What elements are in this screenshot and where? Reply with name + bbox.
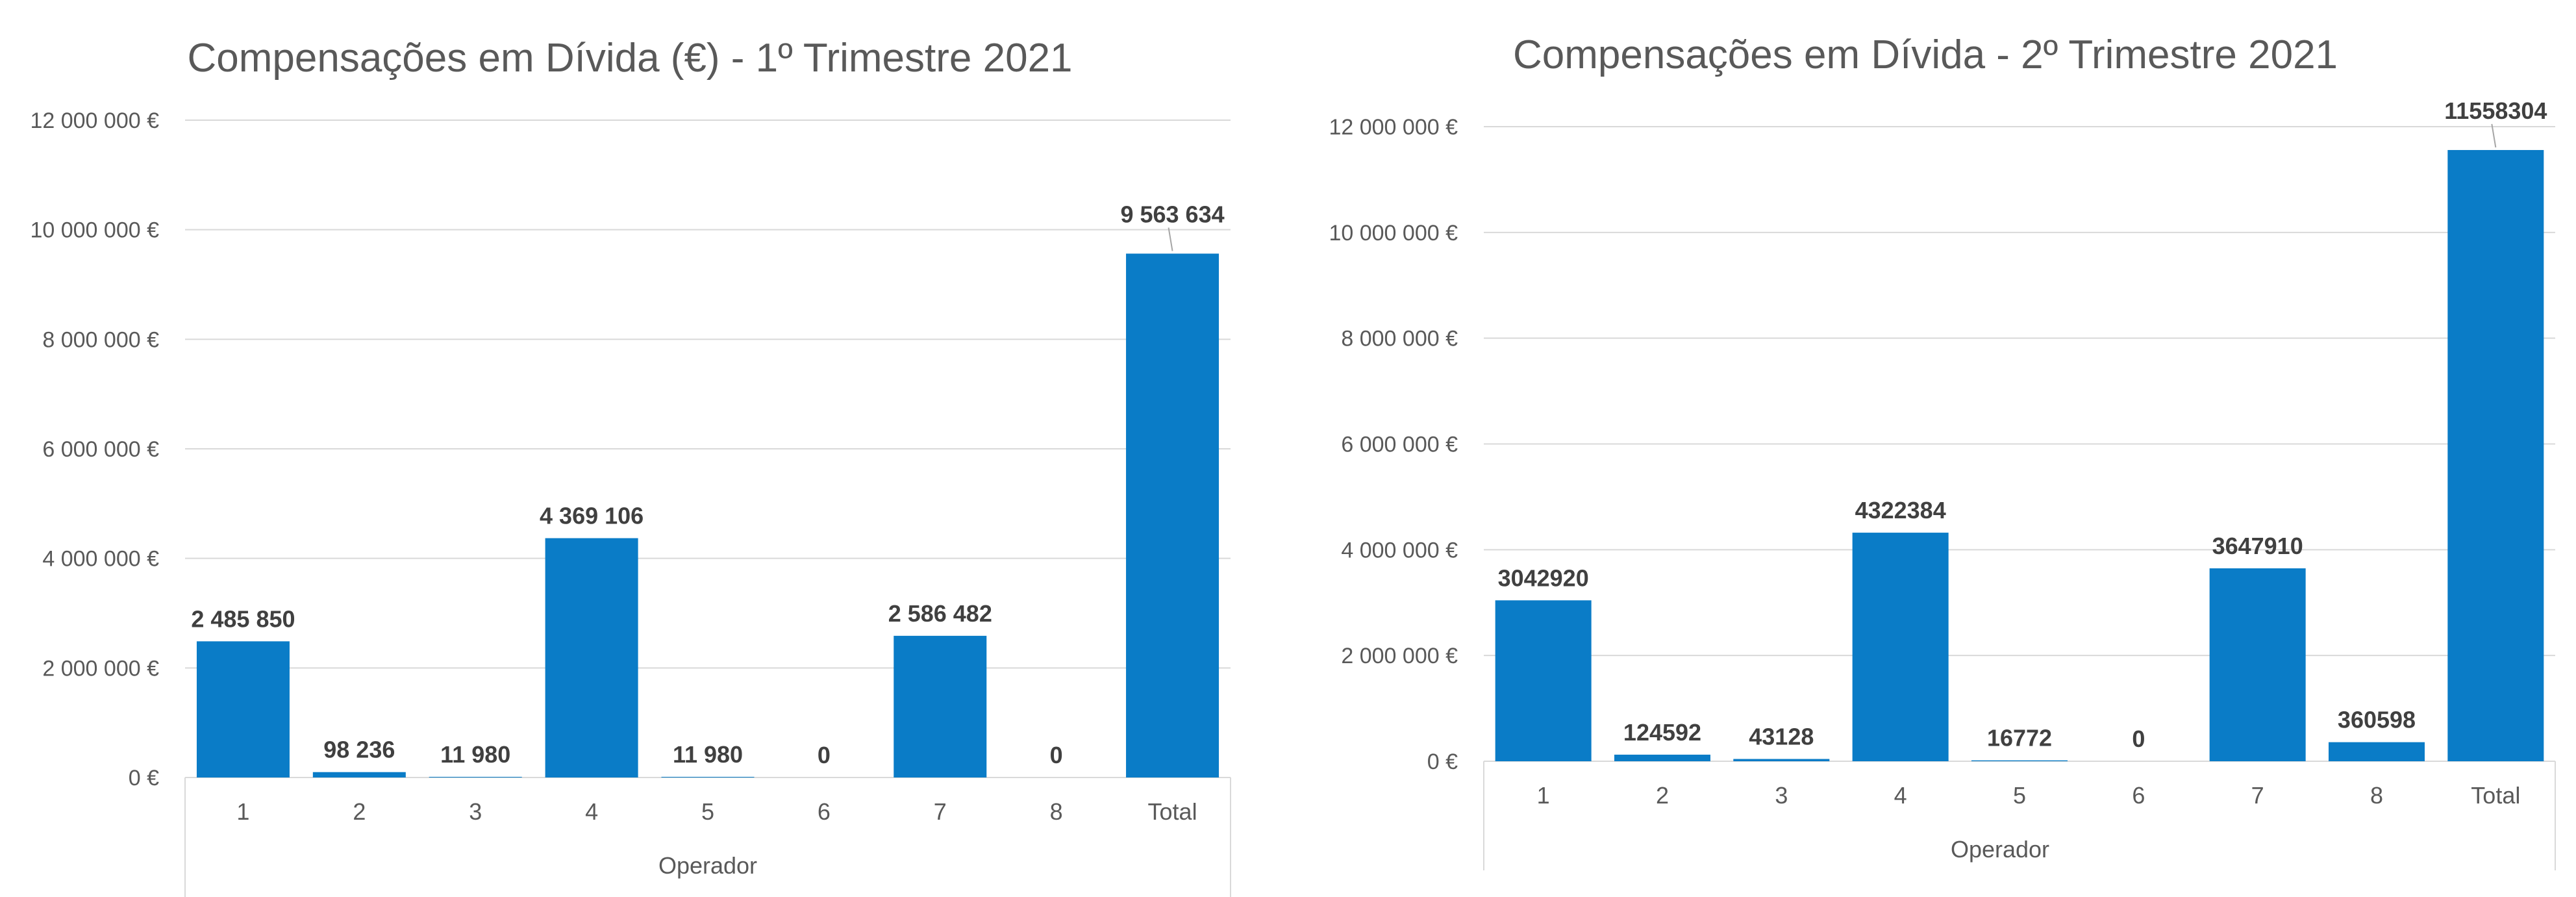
data-label: 11558304 — [2444, 97, 2547, 124]
gridlines — [1484, 126, 2555, 762]
y-tick-label: 4 000 000 € — [42, 547, 159, 572]
chart-title: Compensações em Dívida (€) - 1º Trimestr… — [187, 36, 1072, 81]
x-tick-label: 5 — [701, 798, 714, 825]
x-tick-label: Total — [1148, 798, 1197, 825]
x-tick-label: 5 — [2013, 782, 2026, 809]
y-tick-label: 10 000 000 € — [1329, 221, 1458, 246]
bar-total — [1126, 253, 1219, 777]
data-label: 2 586 482 — [888, 600, 992, 627]
data-label: 11 980 — [673, 741, 743, 768]
chart-q1-2021: Compensações em Dívida (€) - 1º Trimestr… — [30, 36, 1231, 897]
data-label: 11 980 — [440, 741, 510, 768]
bar-4 — [545, 538, 638, 777]
bar-1 — [1495, 600, 1592, 761]
data-labels: 3042920 124592 43128 4322384 16772 0 3647910 36… — [1498, 97, 2547, 752]
x-tick-label: 1 — [236, 798, 249, 825]
x-axis-frame — [184, 777, 1231, 897]
x-tick-label: 4 — [1894, 782, 1907, 809]
y-axis-ticks: 0 € 2 000 000 € 4 000 000 € 6 000 000 € 8 00… — [30, 108, 159, 790]
data-label: 2 485 850 — [191, 605, 295, 632]
data-label: 9 563 634 — [1120, 201, 1224, 227]
data-label: 0 — [818, 742, 831, 768]
bars — [1495, 149, 2544, 761]
y-tick-label: 2 000 000 € — [1341, 644, 1458, 668]
data-labels: 2 485 850 98 236 11 980 4 369 106 11 980 0 2 5… — [191, 201, 1224, 768]
data-label: 16772 — [1987, 725, 2052, 752]
x-tick-label: 3 — [1775, 782, 1788, 809]
x-tick-label: 1 — [1537, 782, 1550, 809]
x-tick-label: 3 — [469, 798, 482, 825]
y-tick-label: 2 000 000 € — [42, 656, 159, 681]
data-label: 360598 — [2338, 707, 2416, 733]
data-label: 0 — [1050, 742, 1063, 768]
y-tick-label: 0 € — [1427, 750, 1458, 774]
bars — [196, 253, 1219, 777]
y-tick-label: 6 000 000 € — [1341, 433, 1458, 457]
y-tick-label: 12 000 000 € — [1329, 115, 1458, 140]
x-tick-label: 6 — [2132, 782, 2145, 809]
bar-7 — [2209, 568, 2306, 761]
bar-4 — [1852, 533, 1949, 761]
gridlines — [185, 120, 1231, 778]
data-label: 4 369 106 — [540, 503, 644, 529]
chart-q2-2021: Compensações em Dívida - 2º Trimestre 20… — [1329, 32, 2556, 870]
data-label: 98 236 — [323, 737, 395, 763]
bar-1 — [196, 641, 290, 777]
x-tick-label: 2 — [353, 798, 366, 825]
bar-2 — [1614, 754, 1710, 761]
bar-total — [2447, 149, 2544, 761]
data-label: 3042920 — [1498, 564, 1589, 591]
x-tick-label: 7 — [934, 798, 947, 825]
data-label-leader — [2491, 123, 2497, 148]
y-tick-label: 4 000 000 € — [1341, 538, 1458, 562]
data-label: 0 — [2132, 726, 2145, 752]
data-label-leader — [1168, 227, 1173, 251]
x-tick-label: 2 — [1656, 782, 1669, 809]
x-tick-label: 6 — [818, 798, 831, 825]
data-label: 124592 — [1623, 719, 1701, 746]
bar-8 — [2329, 742, 2425, 761]
data-label: 3647910 — [2212, 533, 2303, 559]
x-tick-label: 7 — [2251, 782, 2264, 809]
data-label: 43128 — [1749, 723, 1814, 750]
y-tick-label: 12 000 000 € — [30, 108, 159, 133]
data-label: 4322384 — [1855, 497, 1946, 524]
bar-2 — [312, 772, 406, 777]
x-axis-frame — [1483, 761, 2556, 870]
x-tick-label: 4 — [585, 798, 598, 825]
x-axis-label: Operador — [1951, 836, 2049, 863]
bar-3 — [1733, 759, 1830, 761]
bar-7 — [894, 635, 987, 777]
x-axis-ticks: 1 2 3 4 5 6 7 8 Total — [1537, 782, 2521, 809]
x-tick-label: 8 — [1050, 798, 1063, 825]
y-tick-label: 6 000 000 € — [42, 437, 159, 462]
chart-title: Compensações em Dívida - 2º Trimestre 20… — [1513, 32, 2338, 77]
y-tick-label: 8 000 000 € — [1341, 327, 1458, 351]
x-tick-label: Total — [2471, 782, 2520, 809]
y-tick-label: 8 000 000 € — [42, 327, 159, 352]
x-axis-label: Operador — [658, 852, 757, 879]
y-tick-label: 0 € — [129, 766, 159, 790]
x-tick-label: 8 — [2370, 782, 2383, 809]
x-axis-ticks: 1 2 3 4 5 6 7 8 Total — [236, 798, 1197, 825]
y-axis-ticks: 0 € 2 000 000 € 4 000 000 € 6 000 000 € 8 00… — [1329, 115, 1458, 774]
y-tick-label: 10 000 000 € — [30, 218, 159, 243]
